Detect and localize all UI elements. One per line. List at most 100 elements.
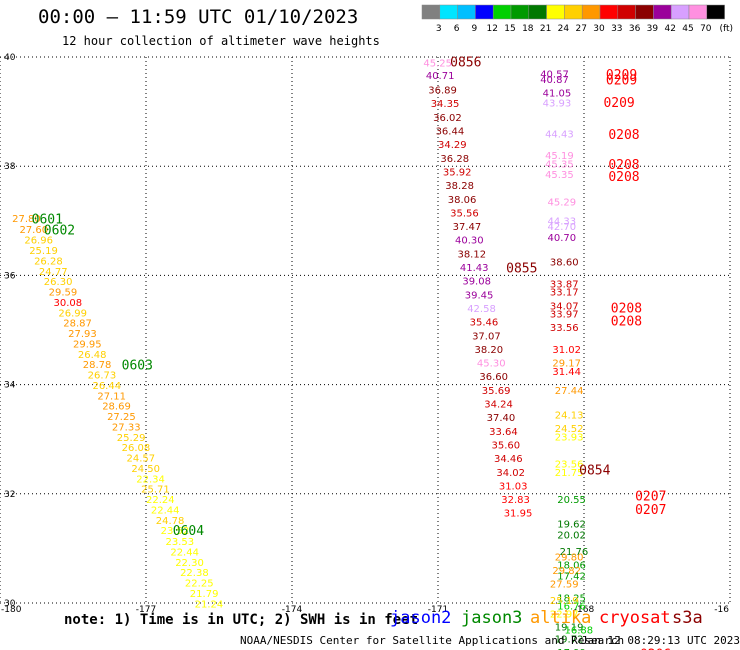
wave-height-point: 38.28: [445, 181, 474, 192]
wave-height-point: 38.06: [448, 195, 477, 206]
wave-height-point: 23.56: [555, 460, 584, 471]
wave-height-point: 37.07: [472, 331, 501, 342]
wave-height-point: 29.59: [49, 288, 78, 299]
pass-time-label: 0207: [635, 503, 666, 518]
legend-label: (ft): [719, 24, 733, 34]
wave-height-point: 26.96: [24, 236, 53, 247]
wave-height-point: 26.08: [122, 443, 151, 454]
wave-height-point: 35.56: [450, 208, 479, 219]
wave-height-point: 35.69: [482, 386, 511, 397]
wave-height-point: 34.07: [550, 301, 579, 312]
wave-height-point: 27.11: [97, 391, 126, 402]
wave-height-point: 34.24: [484, 400, 513, 411]
wave-height-point: 29.80: [555, 552, 584, 563]
wave-height-point: 40.70: [548, 233, 577, 244]
wave-height-point: 26.28: [34, 256, 63, 267]
wave-height-point: 45.19: [545, 151, 574, 162]
wave-height-point: 26.73: [88, 371, 117, 382]
wave-height-point: 31.44: [552, 367, 581, 378]
wave-height-point: 22.44: [151, 505, 180, 516]
wave-height-point: 44.33: [548, 217, 577, 228]
wave-height-point: 24.52: [555, 424, 584, 435]
chart-title: 00:00 – 11:59 UTC 01/10/2023: [38, 6, 359, 28]
units-note: note: 1) Time is in UTC; 2) SWH is in fe…: [64, 612, 419, 628]
legend-label: 24: [558, 24, 570, 34]
pass-time-label: 0209: [606, 68, 637, 83]
wave-height-point: 33.97: [550, 309, 579, 320]
pass-time-label: 0601: [32, 213, 63, 228]
wave-height-point: 35.60: [492, 440, 521, 451]
pass-time-label: 0208: [608, 128, 639, 143]
wave-height-point: 32.83: [501, 495, 530, 506]
legend-label: 21: [540, 24, 551, 34]
legend-label: 3: [436, 24, 442, 34]
wave-height-point: 27.44: [555, 386, 584, 397]
y-tick-label: 40: [4, 53, 16, 63]
pass-time-label: 0602: [44, 223, 75, 238]
pass-time-label: 0854: [579, 464, 610, 479]
wave-height-point: 19.62: [557, 520, 586, 531]
wave-height-point: 18.06: [557, 561, 586, 572]
wave-height-point: 38.60: [550, 258, 579, 269]
wave-height-point: 19.72: [555, 634, 584, 645]
pass-time-label: 0208: [608, 158, 639, 173]
wave-height-point: 20.02: [557, 531, 586, 542]
wave-height-point: 25.71: [141, 485, 170, 496]
wave-height-point: 25.19: [29, 246, 58, 257]
color-scale-legend: 3 6 9 12 15 18 21 24 27 30 33 36 39 42 45 70 (ft): [421, 4, 733, 34]
wave-height-point: 20.55: [557, 495, 586, 506]
wave-height-point: 41.43: [460, 263, 489, 274]
pass-time-label: 0209: [606, 73, 637, 88]
wave-height-point: 18.25: [557, 593, 586, 604]
wave-height-point: 22.30: [175, 558, 204, 569]
wave-height-point: 31.02: [552, 345, 581, 356]
wave-height-point: 40.30: [455, 236, 484, 247]
x-tick-label: -168: [574, 605, 595, 615]
satellite-jason2: jason2: [390, 608, 452, 628]
legend-label: 45: [682, 24, 693, 34]
wave-height-point: 45.29: [548, 198, 577, 209]
wave-height-point: 40.57: [540, 70, 569, 81]
wave-height-point: 26.99: [58, 308, 87, 319]
footer-timestamp: Jan 12 08:29:13 UTC 2023: [581, 634, 740, 647]
wave-height-point: 19.19: [555, 622, 584, 633]
wave-height-point: 36.02: [433, 113, 462, 124]
wave-height-point: 33.87: [550, 279, 579, 290]
wave-height-point: 33.64: [489, 427, 518, 438]
wave-height-point: 24.57: [127, 454, 156, 465]
wave-height-point: 24.77: [39, 267, 68, 278]
wave-height-point: 40.87: [540, 75, 569, 86]
pass-time-label: 0208: [611, 315, 642, 330]
wave-height-point: 25.19: [550, 596, 579, 607]
pass-time-label: 0208: [611, 302, 642, 317]
wave-height-point: 34.02: [496, 468, 525, 479]
wave-height-point: 23.52: [161, 526, 190, 537]
legend-label: 18: [522, 24, 534, 34]
wave-height-point: 27.60: [19, 225, 48, 236]
wave-height-point: 44.43: [545, 129, 574, 140]
pass-time-label: 0208: [608, 170, 639, 185]
legend-label: 39: [647, 24, 659, 34]
x-tick-label: -16: [714, 605, 729, 615]
wave-height-point: 16.88: [565, 626, 594, 637]
wave-height-point: 45.30: [477, 359, 506, 370]
wave-height-point: 30.08: [54, 298, 83, 309]
wave-height-point: 27.80: [12, 214, 41, 225]
pass-time-label: 0604: [173, 524, 204, 539]
legend-label: 9: [472, 24, 478, 34]
wave-height-point: 34.46: [494, 454, 523, 465]
wave-height-point: 38.20: [475, 345, 504, 356]
wave-height-point: 37.40: [487, 413, 516, 424]
wave-height-point: 42.58: [467, 304, 496, 315]
legend-swatch: [706, 4, 725, 20]
wave-height-point: 45.35: [545, 170, 574, 181]
wave-height-point: 16.76: [557, 602, 586, 613]
wave-height-point: 22.38: [180, 568, 209, 579]
wave-height-point: 27.25: [107, 412, 136, 423]
satellite-jason3: jason3: [461, 608, 523, 628]
wave-height-point: 34.35: [431, 99, 460, 110]
wave-height-point: 21.75: [555, 468, 584, 479]
wave-height-point: 29.82: [552, 566, 581, 577]
